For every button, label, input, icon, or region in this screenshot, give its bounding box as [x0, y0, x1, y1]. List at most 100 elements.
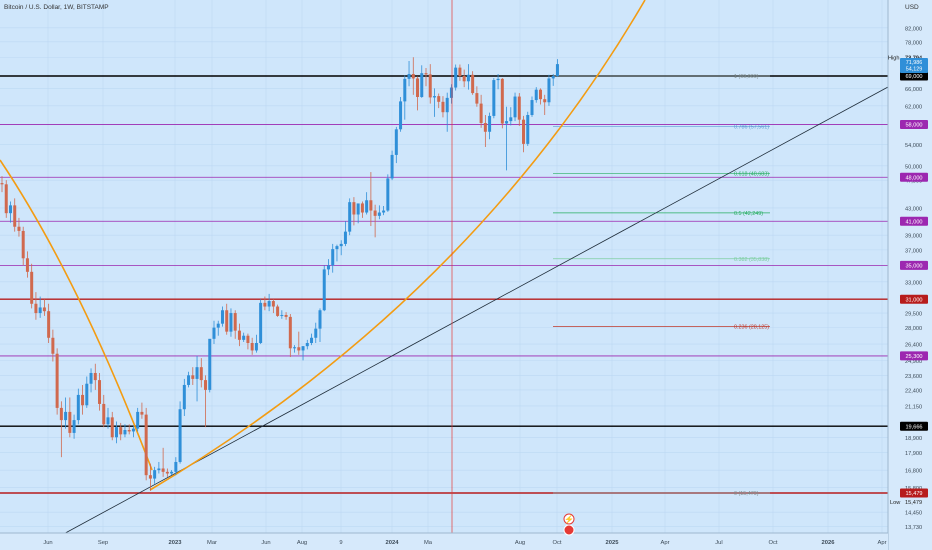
price-tick-label: 39,000 [905, 234, 922, 240]
candle-body [471, 74, 475, 94]
candle-body [293, 347, 297, 349]
candle-body [220, 310, 224, 324]
candles [0, 57, 559, 491]
candle-body [509, 117, 513, 122]
descending-parabola-curve [0, 159, 153, 471]
fib-label: 1 (69,000) [734, 74, 759, 80]
candle-body [314, 328, 318, 338]
level-tag-bg [900, 421, 928, 431]
event-icons[interactable]: ⚡ [563, 513, 575, 536]
candle-body [106, 417, 110, 425]
fib-label: 0 (15,479) [734, 491, 759, 497]
candle-body [543, 99, 547, 103]
candle-body [187, 375, 191, 385]
candle-body [416, 78, 420, 97]
candle-body [394, 129, 398, 155]
level-tag-label: 58,000 [905, 123, 922, 129]
candle-body [0, 183, 4, 185]
fib-label: 0.382 (35,838) [734, 257, 769, 263]
candle-body [123, 430, 127, 435]
candle-body [263, 302, 267, 307]
level-tag-bg [900, 119, 928, 129]
candle-body [284, 314, 288, 317]
level-tag-bg [900, 71, 928, 81]
candle-body [148, 475, 152, 479]
lightning-event-icon[interactable] [563, 513, 575, 525]
candle-body [276, 306, 280, 316]
candle-body [68, 411, 72, 433]
plot-area[interactable] [0, 0, 888, 533]
time-tick-label: Ma [424, 540, 433, 546]
candle-body [360, 203, 364, 213]
level-tag-bg [900, 216, 928, 226]
candle-body [212, 327, 216, 339]
trend-lines [0, 0, 889, 538]
candle-body [488, 115, 492, 132]
candle-body [551, 76, 555, 79]
flag-event-icon[interactable] [563, 524, 575, 536]
candle-body [318, 310, 322, 329]
candle-body [34, 303, 38, 314]
candle-body [59, 407, 63, 421]
candle-body [170, 471, 174, 474]
price-tick-label: 43,000 [905, 206, 922, 212]
price-tick-label: 78,000 [905, 40, 922, 46]
time-axis[interactable] [0, 533, 888, 550]
price-axis[interactable] [888, 0, 932, 550]
candle-body [301, 346, 305, 351]
candle-body [420, 73, 424, 97]
price-tick-label: 26,400 [905, 343, 922, 349]
time-tick-label: 2025 [606, 540, 620, 546]
candle-body [21, 230, 25, 259]
candle-body [250, 342, 254, 351]
candle-body [267, 301, 271, 307]
candle-body [377, 212, 381, 216]
candle-body [254, 342, 258, 351]
price-tick-label: 21,150 [905, 404, 922, 410]
candle-body [326, 265, 330, 270]
candle-body [174, 461, 178, 472]
fib-label: 0.5 (42,249) [734, 211, 763, 217]
candle-body [216, 323, 220, 328]
time-tick-label: Aug [515, 540, 525, 546]
time-tick-label: 2024 [386, 540, 400, 546]
candle-body [445, 97, 449, 113]
low-label: Low [890, 500, 901, 506]
candle-body [246, 335, 250, 343]
candle-body [8, 205, 12, 214]
candle-body [131, 428, 135, 432]
candle-body [119, 427, 123, 435]
time-tick-label: 2023 [169, 540, 183, 546]
price-tick-label: 29,500 [905, 312, 922, 318]
candle-body [322, 269, 326, 311]
level-tag-label: 69,000 [905, 74, 922, 80]
candle-body [47, 311, 51, 338]
candle-body [547, 78, 551, 103]
candle-body [42, 307, 46, 312]
candle-body [242, 335, 246, 340]
currency-label[interactable]: USD [905, 4, 919, 11]
candle-body [555, 64, 559, 76]
price-tick-label: 37,000 [905, 248, 922, 254]
candle-body [538, 89, 542, 100]
lightning-glyph: ⚡ [564, 514, 574, 524]
price-tick-label: 13,730 [905, 525, 922, 531]
price-tags: 69,000 58,000 48,000 41,000 35,000 31,000 25,3… [888, 55, 928, 506]
level-tag-label: 19,666 [905, 424, 922, 430]
price-tick-label: 66,000 [905, 87, 922, 93]
time-tick-label: Sep [98, 540, 108, 546]
price-tick-label: 33,000 [905, 280, 922, 286]
candle-body [390, 154, 394, 179]
candle-body [288, 316, 292, 349]
level-tag-label: 25,300 [905, 354, 922, 360]
candle-body [64, 411, 68, 421]
candle-body [17, 226, 21, 231]
candle-body [369, 200, 373, 211]
candle-body [458, 67, 462, 76]
candle-body [352, 202, 356, 215]
level-tag-label: 15,479 [905, 491, 922, 497]
candle-body [505, 121, 509, 124]
candle-body [513, 96, 517, 118]
fib-label: 0.786 (57,561) [734, 125, 769, 131]
